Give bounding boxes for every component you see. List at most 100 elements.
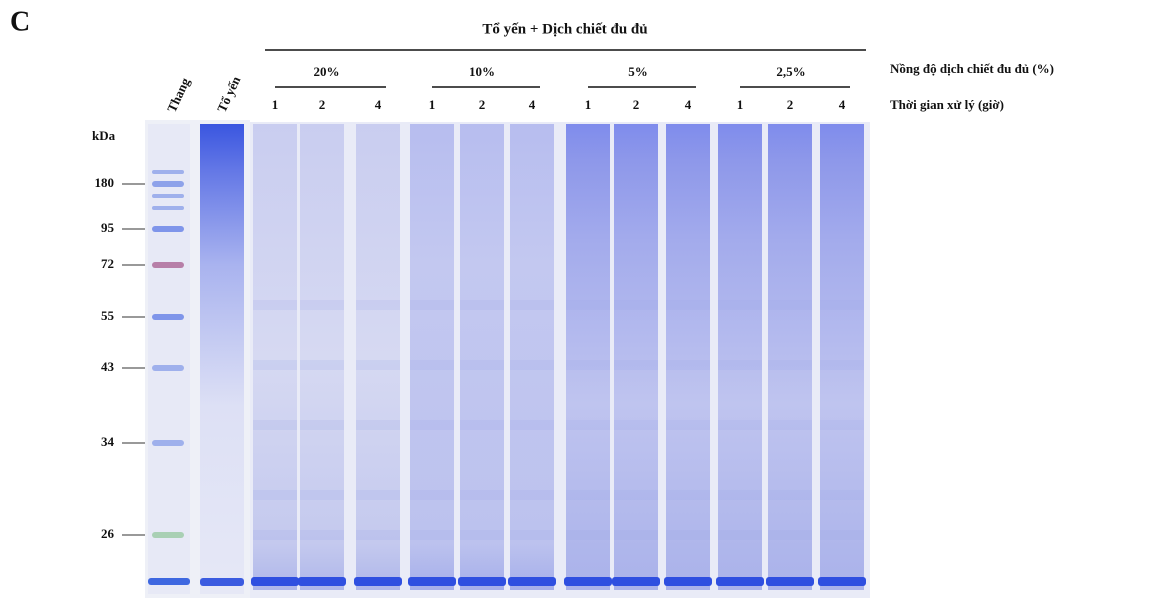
group-label: 10% [469, 64, 495, 79]
faint-band [566, 490, 610, 500]
group-label: 5% [628, 64, 648, 79]
group-label: 2,5% [776, 64, 805, 79]
group-label: 20% [314, 64, 340, 79]
time-label: 1 [737, 97, 744, 112]
faint-band [718, 300, 762, 310]
faint-band [356, 490, 400, 500]
faint-band [566, 360, 610, 370]
band [200, 578, 244, 586]
faint-band [300, 490, 344, 500]
faint-band [718, 530, 762, 540]
faint-band [820, 490, 864, 500]
faint-band [253, 420, 297, 430]
lane [614, 124, 658, 590]
marker-label: 34 [101, 434, 115, 449]
ladder-band [152, 170, 184, 174]
lane [200, 124, 244, 594]
faint-band [614, 360, 658, 370]
faint-band [510, 300, 554, 310]
lane [356, 124, 400, 590]
faint-band [460, 530, 504, 540]
time-label: 4 [529, 97, 536, 112]
faint-band [718, 360, 762, 370]
faint-band [300, 300, 344, 310]
faint-band [253, 360, 297, 370]
lane [460, 124, 504, 590]
faint-band [666, 360, 710, 370]
faint-band [300, 420, 344, 430]
ladder-band [152, 440, 184, 446]
lane [718, 124, 762, 590]
ladder-band [152, 181, 184, 187]
faint-band [718, 420, 762, 430]
marker-label: 72 [101, 256, 114, 271]
lane [768, 124, 812, 590]
time-label: 4 [375, 97, 382, 112]
lane [566, 124, 610, 590]
ladder-band [152, 206, 184, 210]
band [508, 577, 556, 586]
ladder-band [152, 262, 184, 268]
faint-band [718, 490, 762, 500]
time-label: 1 [272, 97, 279, 112]
faint-band [410, 530, 454, 540]
band [766, 577, 814, 586]
faint-band [566, 300, 610, 310]
lane [148, 124, 190, 594]
faint-band [566, 420, 610, 430]
lane [410, 124, 454, 590]
time-label: 2 [787, 97, 794, 112]
faint-band [460, 360, 504, 370]
row-label: Nồng độ dịch chiết đu đủ (%) [890, 61, 1054, 76]
faint-band [768, 360, 812, 370]
faint-band [614, 490, 658, 500]
marker-label: 26 [101, 526, 115, 541]
marker-label: 95 [101, 220, 115, 235]
faint-band [666, 420, 710, 430]
faint-band [300, 530, 344, 540]
gel-samples [250, 122, 870, 598]
faint-band [460, 490, 504, 500]
faint-band [356, 420, 400, 430]
band [716, 577, 764, 586]
band [251, 577, 299, 586]
faint-band [510, 490, 554, 500]
time-label: 2 [319, 97, 326, 112]
band [408, 577, 456, 586]
band [818, 577, 866, 586]
band [148, 578, 190, 585]
faint-band [768, 490, 812, 500]
panel-label: C [10, 6, 30, 37]
faint-band [410, 420, 454, 430]
faint-band [356, 300, 400, 310]
faint-band [614, 300, 658, 310]
faint-band [820, 530, 864, 540]
faint-band [820, 360, 864, 370]
faint-band [614, 420, 658, 430]
faint-band [460, 300, 504, 310]
ladder-band [152, 314, 184, 320]
lane [300, 124, 344, 590]
marker-label: 55 [101, 308, 115, 323]
ladder-band [152, 532, 184, 538]
faint-band [510, 530, 554, 540]
lane-label: Thang [164, 75, 193, 115]
faint-band [460, 420, 504, 430]
faint-band [410, 490, 454, 500]
faint-band [768, 300, 812, 310]
marker-unit: kDa [92, 128, 116, 143]
faint-band [666, 490, 710, 500]
lane [820, 124, 864, 590]
lane [666, 124, 710, 590]
faint-band [566, 530, 610, 540]
faint-band [253, 300, 297, 310]
faint-band [410, 360, 454, 370]
faint-band [410, 300, 454, 310]
marker-label: 43 [101, 359, 115, 374]
faint-band [356, 530, 400, 540]
faint-band [820, 420, 864, 430]
marker-label: 180 [95, 175, 115, 190]
faint-band [666, 530, 710, 540]
